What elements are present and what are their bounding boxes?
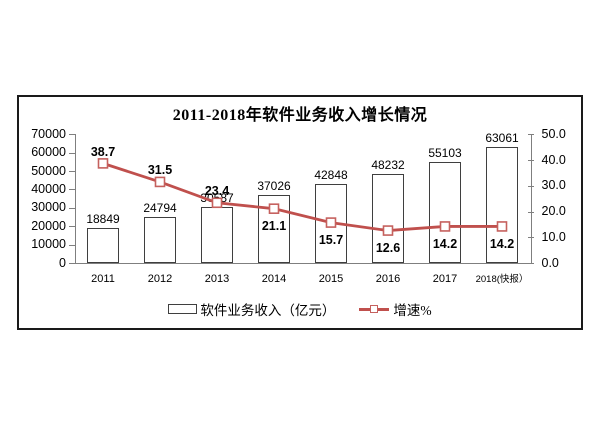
legend-revenue-label: 软件业务收入（亿元） [200,303,336,318]
left-axis-tick-label: 70000 [31,126,66,141]
chart-title: 2011-2018年软件业务收入增长情况 [172,107,428,124]
growth-value-label: 14.2 [432,236,458,251]
left-axis-tick [68,152,75,154]
left-axis-tick-label: 30000 [31,200,66,215]
left-axis-tick-label: 40000 [31,181,66,196]
x-axis-label: 2015 [318,273,344,285]
left-axis-tick-label: 10000 [31,237,66,252]
revenue-bar [201,206,233,263]
right-axis-tick-label: 0.0 [541,255,559,270]
legend: 软件业务收入（亿元） 增速% [17,299,583,319]
x-axis-label: 2016 [375,273,401,285]
left-axis-tick [68,189,75,191]
revenue-value-label: 63061 [485,131,519,146]
growth-value-label: 21.1 [261,219,287,234]
x-axis-line [74,263,531,265]
growth-value-label: 38.7 [90,144,116,159]
growth-value-label: 14.2 [489,236,515,251]
left-axis-tick [68,207,75,209]
revenue-value-label: 24794 [143,201,177,216]
right-axis-tick-label: 10.0 [541,229,566,244]
legend-item-growth: 增速% [359,299,432,319]
revenue-value-label: 55103 [428,145,462,160]
left-axis-tick-label: 20000 [31,218,66,233]
left-axis-tick [68,244,75,246]
x-axis-label: 2014 [261,273,287,285]
left-axis-line [74,134,76,263]
revenue-value-label: 42848 [314,168,348,183]
revenue-value-label: 48232 [371,158,405,173]
right-axis-line [530,134,532,263]
legend-item-revenue: 软件业务收入（亿元） [168,299,335,319]
left-axis-tick-label: 50000 [31,163,66,178]
right-axis-tick [527,185,534,187]
left-axis-tick-label: 60000 [31,145,66,160]
right-axis-tick [527,160,534,162]
x-axis-label: 2017 [432,273,458,285]
right-axis-tick [527,134,534,136]
growth-value-label: 31.5 [147,163,173,178]
right-axis-tick-label: 40.0 [541,152,566,167]
right-axis-tick [527,263,534,264]
right-axis-tick-label: 30.0 [541,178,566,193]
legend-growth-label: 增速% [393,303,432,318]
x-axis-label: 2011 [91,273,115,285]
x-axis-label: 2013 [204,273,230,285]
revenue-bar [315,184,347,263]
revenue-value-label: 37026 [257,178,291,193]
left-axis-tick-label: 0 [59,255,66,270]
x-axis-label: 2012 [147,273,173,285]
revenue-bar [87,228,119,263]
growth-value-label: 15.7 [318,233,344,248]
bar-swatch-icon [168,304,198,314]
revenue-bar [144,217,176,263]
right-axis-tick [527,237,534,239]
growth-value-label: 23.4 [204,184,230,199]
growth-value-label: 12.6 [375,241,401,256]
left-axis-tick [68,171,75,173]
right-axis-tick-label: 50.0 [541,126,566,141]
right-axis-tick [527,211,534,213]
x-axis-label: 2018(快报） [475,274,529,285]
right-axis-tick-label: 20.0 [541,204,566,219]
left-axis-tick [68,134,75,136]
left-axis-tick [68,263,75,264]
line-marker-swatch-icon [359,304,390,314]
revenue-value-label: 18849 [86,212,120,227]
left-axis-tick [68,226,75,228]
